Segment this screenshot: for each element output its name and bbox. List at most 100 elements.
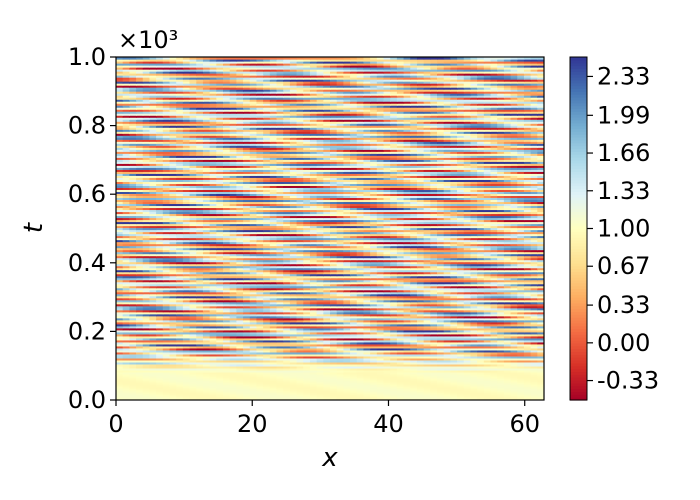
heatmap-cell: [423, 363, 431, 367]
heatmap-cell: [450, 391, 458, 395]
heatmap-cell: [149, 349, 157, 353]
heatmap-cell: [323, 245, 331, 249]
heatmap-cell: [122, 331, 130, 335]
heatmap-cell: [256, 397, 264, 400]
heatmap-cell: [116, 333, 124, 337]
heatmap-cell: [390, 327, 398, 331]
heatmap-cell: [296, 335, 304, 339]
heatmap-cell: [430, 365, 438, 369]
heatmap-cell: [202, 321, 211, 325]
heatmap-cell: [430, 311, 438, 315]
heatmap-cell: [169, 327, 177, 331]
heatmap-cell: [236, 315, 244, 319]
heatmap-cell: [463, 365, 472, 369]
heatmap-cell: [202, 351, 211, 355]
heatmap-cell: [343, 369, 351, 373]
heatmap-cell: [416, 367, 425, 371]
heatmap-cell: [350, 327, 358, 331]
heatmap-cell: [463, 261, 472, 265]
heatmap-cell: [363, 335, 371, 339]
heatmap-cell: [283, 335, 291, 339]
heatmap-cell: [296, 297, 304, 301]
heatmap-cell: [316, 257, 324, 261]
heatmap-cell: [309, 339, 318, 343]
heatmap-cell: [276, 327, 284, 331]
heatmap-cell: [176, 333, 184, 337]
heatmap-cell: [182, 357, 191, 361]
heatmap-cell: [477, 275, 485, 279]
heatmap-cell: [309, 309, 318, 313]
heatmap-cell: [497, 321, 505, 325]
heatmap-cell: [390, 257, 398, 261]
heatmap-cell: [156, 317, 164, 321]
heatmap-cell: [196, 325, 204, 329]
heatmap-cell: [182, 305, 191, 309]
heatmap-cell: [156, 289, 164, 293]
heatmap-cell: [216, 287, 224, 291]
heatmap-cell: [223, 307, 231, 311]
heatmap-cell: [443, 341, 451, 345]
heatmap-cell: [437, 321, 445, 325]
heatmap-cell: [370, 341, 378, 345]
heatmap-cell: [350, 279, 358, 283]
heatmap-cell: [162, 291, 171, 295]
heatmap-cell: [343, 365, 351, 369]
heatmap-cell: [136, 367, 144, 371]
heatmap-cell: [276, 263, 284, 267]
heatmap-cell: [450, 283, 458, 287]
heatmap-cell: [236, 391, 244, 395]
heatmap-cell: [470, 283, 478, 287]
heatmap-cell: [323, 321, 331, 325]
heatmap-cell: [142, 377, 151, 381]
heatmap-cell: [537, 283, 544, 287]
heatmap-cell: [162, 371, 171, 375]
heatmap-cell: [423, 319, 431, 323]
heatmap-cell: [390, 317, 398, 321]
heatmap-cell: [309, 347, 318, 351]
heatmap-cell: [196, 375, 204, 379]
heatmap-cell: [490, 359, 498, 363]
heatmap-cell: [209, 245, 217, 249]
heatmap-cell: [403, 335, 411, 339]
heatmap-cell: [316, 339, 324, 343]
heatmap-cell: [189, 299, 197, 303]
heatmap-cell: [477, 379, 485, 383]
heatmap-cell: [483, 355, 492, 359]
heatmap-cell: [169, 317, 177, 321]
heatmap-cell: [356, 291, 365, 295]
heatmap-cell: [330, 283, 338, 287]
heatmap-cell: [437, 289, 445, 293]
heatmap-cell: [390, 261, 398, 265]
heatmap-cell: [229, 389, 237, 393]
heatmap-cell: [416, 251, 425, 255]
heatmap-cell: [129, 313, 137, 317]
heatmap-cell: [289, 389, 298, 393]
heatmap-cell: [403, 379, 411, 383]
heatmap-cell: [537, 379, 544, 383]
heatmap-cell: [410, 243, 418, 247]
heatmap-cell: [463, 341, 472, 345]
heatmap-cell: [510, 261, 518, 265]
heatmap-cell: [269, 351, 278, 355]
heatmap-cell: [390, 245, 398, 249]
heatmap-cell: [443, 311, 451, 315]
heatmap-cell: [470, 259, 478, 263]
heatmap-cell: [223, 311, 231, 315]
heatmap-cell: [149, 253, 157, 257]
heatmap-cell: [443, 297, 451, 301]
heatmap-cell: [162, 321, 171, 325]
heatmap-cell: [416, 301, 425, 305]
heatmap-cell: [289, 285, 298, 289]
heatmap-cell: [223, 265, 231, 269]
heatmap-cell: [303, 325, 311, 329]
heatmap-cell: [396, 261, 405, 265]
heatmap-cell: [122, 313, 130, 317]
heatmap-cell: [356, 359, 365, 363]
heatmap-cell: [430, 323, 438, 327]
heatmap-cell: [363, 315, 371, 319]
heatmap-cell: [209, 263, 217, 267]
heatmap-cell: [336, 303, 344, 307]
heatmap-cell: [169, 377, 177, 381]
heatmap-cell: [122, 245, 130, 249]
heatmap-cell: [497, 379, 505, 383]
